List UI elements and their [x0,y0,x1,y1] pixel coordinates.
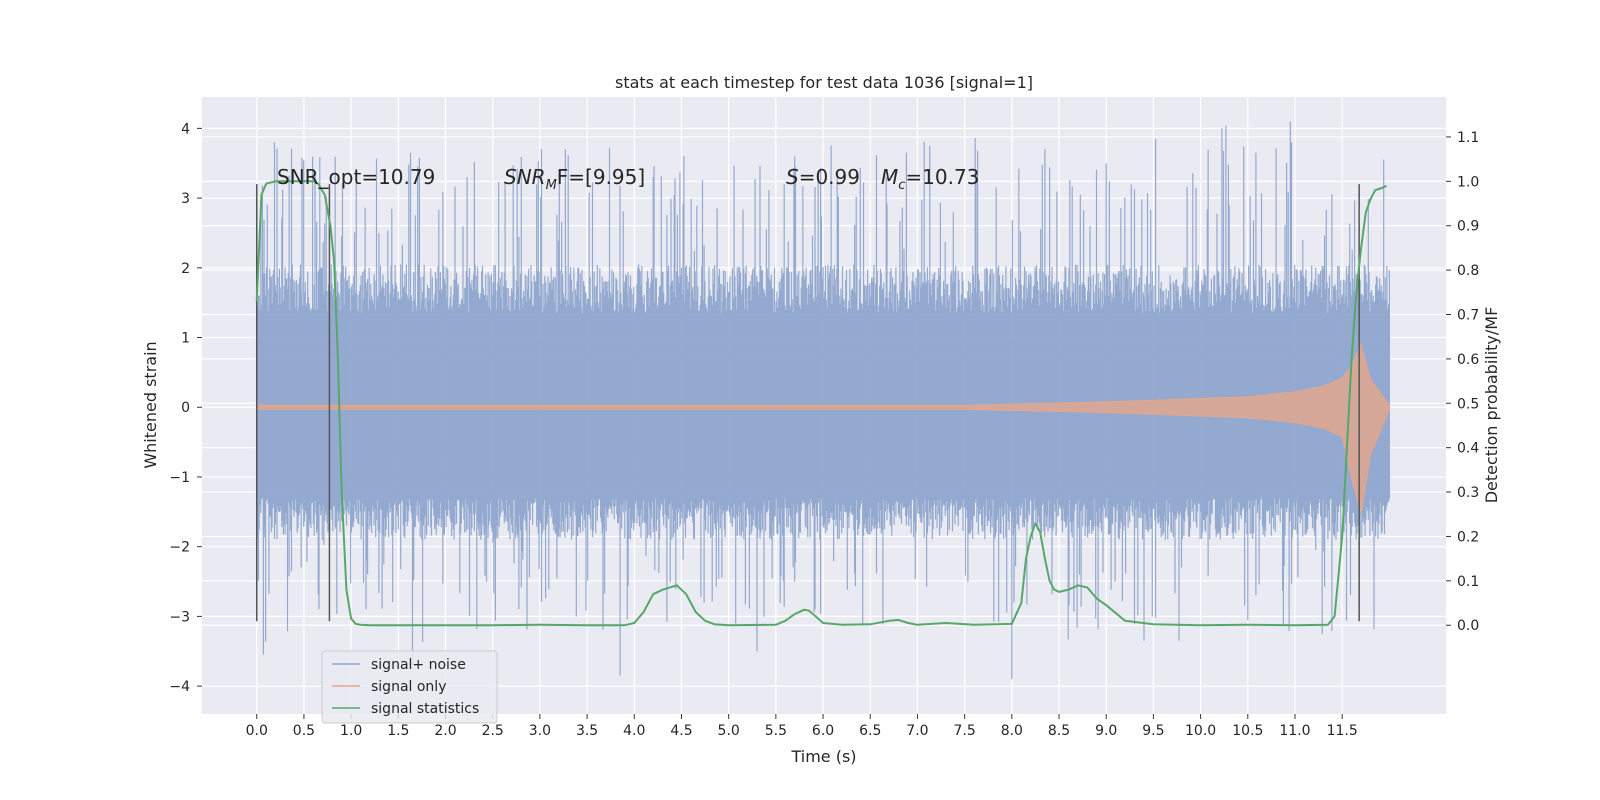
y-right-tick-label: 1.0 [1457,174,1479,190]
y-left-tick-label: 0 [181,400,190,416]
x-axis-label: Time (s) [790,747,856,766]
x-tick-label: 11.5 [1327,723,1358,739]
y-left-tick-label: 3 [181,191,190,207]
annotation-snr-mf: SNRMF=[9.95] [504,165,645,193]
mc-val: =10.73 [905,165,979,189]
y-axis-right-ticks: 1.1 1.0 0.9 0.8 0.7 0.6 0.5 0.4 0.3 0.2 0.1 0.0 [1446,130,1479,634]
signal-statistics-trace [255,180,1387,627]
x-tick-label: 1.0 [340,723,362,739]
x-tick-label: 9.0 [1095,723,1117,739]
x-tick-label: 2.5 [482,723,504,739]
y-axis-right-label: Detection probability/MF [1482,307,1501,504]
s-val: =0.99 [799,165,860,189]
y-right-tick-label: 0.9 [1457,219,1479,235]
snr-mf-base: SNR [504,165,546,189]
y-left-tick-label: −3 [169,609,190,625]
x-tick-label: 6.5 [859,723,881,739]
x-tick-label: 8.0 [1001,723,1023,739]
s-var: S [786,165,799,189]
y-right-tick-label: 0.4 [1457,441,1479,457]
x-tick-label: 9.5 [1142,723,1164,739]
y-axis-left-label: Whitened strain [141,341,160,468]
annotation-s-value: S=0.99 [786,165,860,189]
annotation-mc-value: Mc=10.73 [881,165,979,193]
y-right-tick-label: 0.1 [1457,574,1479,590]
legend-label-signal: signal only [371,679,446,695]
x-tick-label: 7.0 [906,723,928,739]
x-tick-label: 5.5 [765,723,787,739]
y-right-tick-label: 0.2 [1457,529,1479,545]
x-tick-label: 11.0 [1279,723,1310,739]
y-left-tick-label: 2 [181,261,190,277]
x-tick-label: 3.0 [529,723,551,739]
y-right-tick-label: 0.0 [1457,618,1479,634]
chart-title: stats at each timestep for test data 103… [615,73,1033,92]
x-tick-label: 0.5 [293,723,315,739]
signal-only-trace [256,343,1390,515]
x-tick-label: 0.0 [246,723,268,739]
x-tick-label: 2.0 [434,723,456,739]
y-right-tick-label: 0.7 [1457,308,1479,324]
y-left-tick-label: 1 [181,331,190,347]
y-left-tick-label: −4 [169,679,190,695]
snr-mf-rest: F=[9.95] [557,165,645,189]
x-tick-label: 6.0 [812,723,834,739]
x-tick-label: 10.0 [1185,723,1216,739]
y-right-tick-label: 0.5 [1457,396,1479,412]
x-tick-label: 3.5 [576,723,598,739]
y-right-tick-label: 0.8 [1457,263,1479,279]
y-right-tick-label: 1.1 [1457,130,1479,146]
annotation-snr-opt: SNR_opt=10.79 [277,165,435,189]
legend-label-noise: signal+ noise [371,657,466,673]
y-left-tick-label: −1 [169,470,190,486]
x-tick-label: 5.0 [718,723,740,739]
y-left-tick-label: −2 [169,540,190,556]
x-tick-label: 8.5 [1048,723,1070,739]
x-axis-ticks: 0.0 0.5 1.0 1.5 2.0 2.5 3.0 3.5 4.0 4.5 5.0 5.5 6.0 6… [246,714,1358,739]
mc-var: M [881,165,898,189]
mc-sub: c [898,178,905,193]
snr-mf-sub: M [546,178,557,193]
y-axis-left-ticks: 4 3 2 1 0 −1 −2 −3 −4 [169,121,202,695]
y-right-tick-label: 0.6 [1457,352,1479,368]
x-tick-label: 7.5 [954,723,976,739]
x-tick-label: 1.5 [387,723,409,739]
signal-only-series [256,343,1390,515]
legend-label-stats: signal statistics [371,701,479,717]
x-tick-label: 4.5 [670,723,692,739]
x-tick-label: 4.0 [623,723,645,739]
legend: signal+ noise signal only signal statist… [321,650,498,724]
signal-statistics-series [255,180,1387,627]
y-right-tick-label: 0.3 [1457,485,1479,501]
legend-box [321,650,498,724]
x-tick-label: 10.5 [1232,723,1263,739]
y-left-tick-label: 4 [181,121,190,137]
